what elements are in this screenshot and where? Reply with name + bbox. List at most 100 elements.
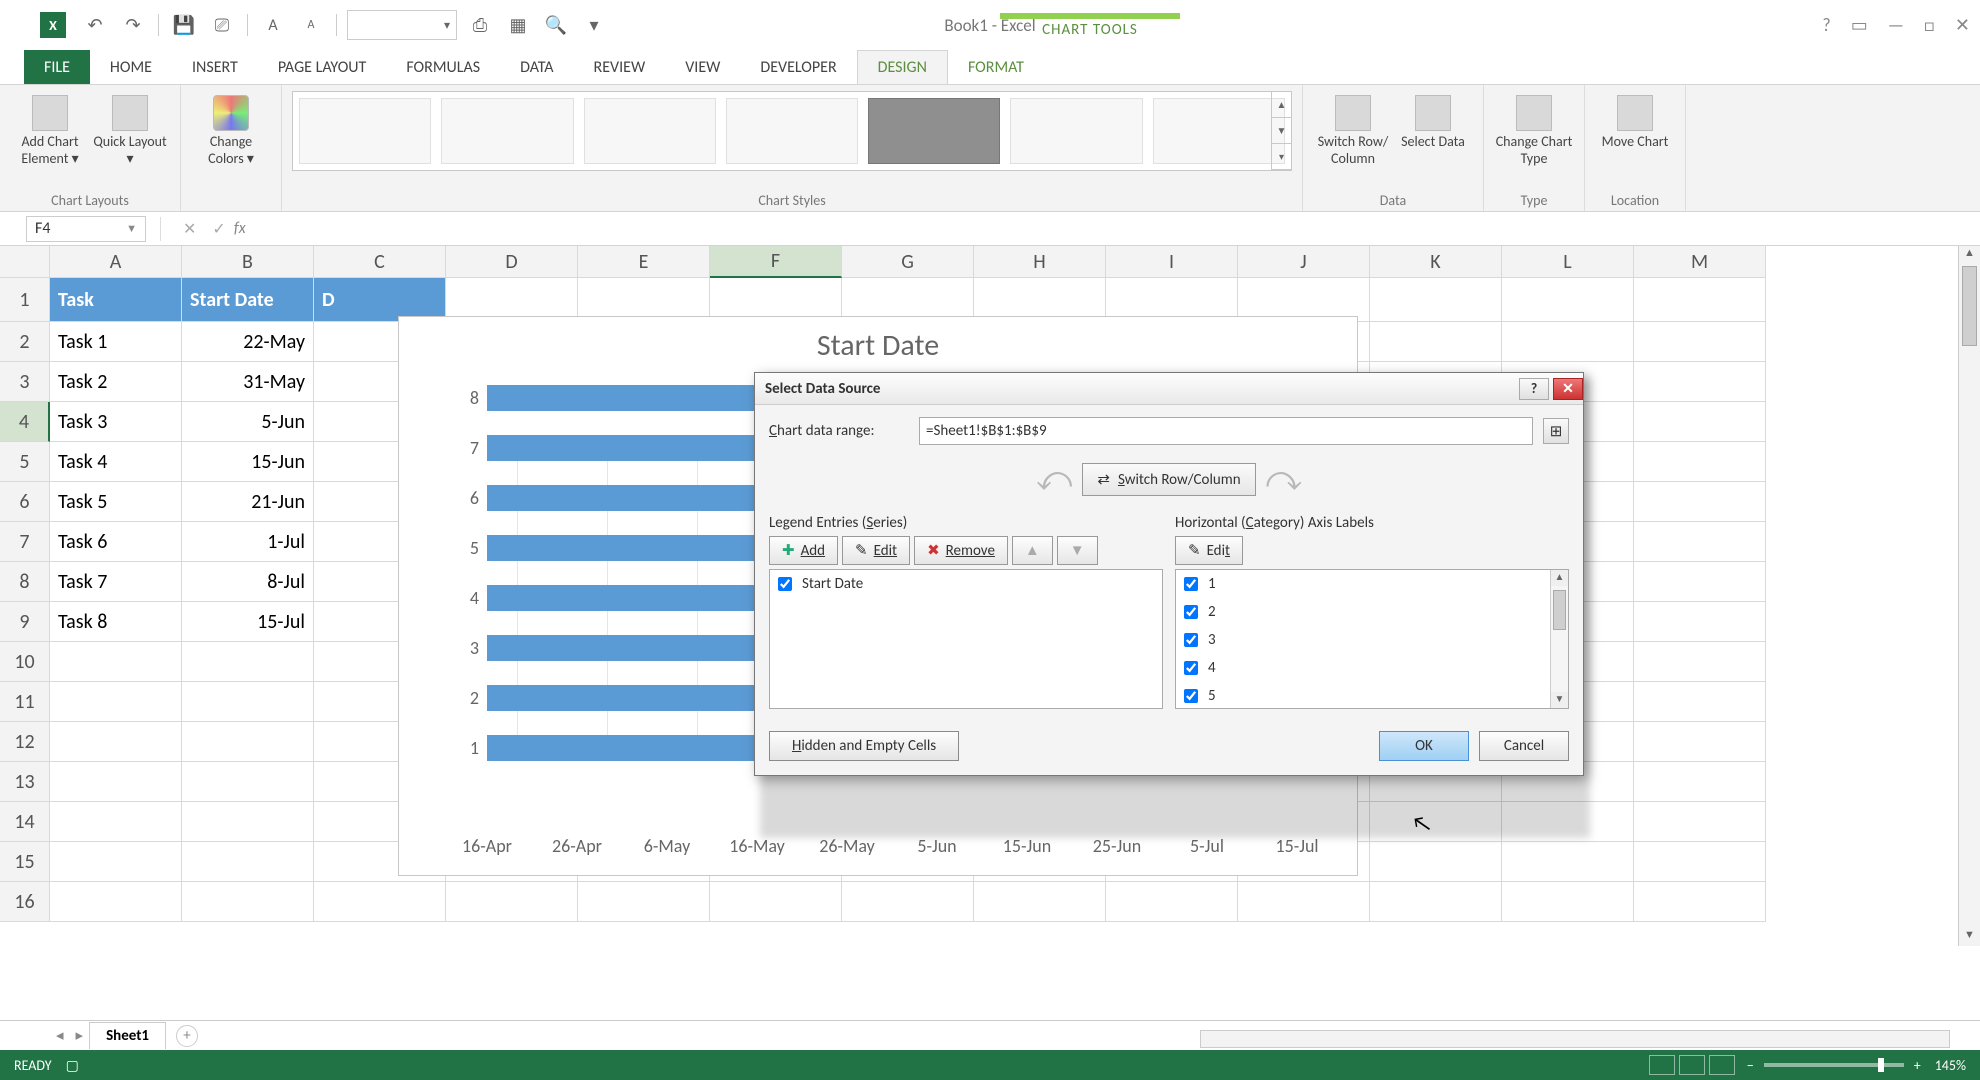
category-item[interactable]: 2 [1176, 598, 1568, 626]
horizontal-scrollbar[interactable] [1200, 1030, 1950, 1048]
row-header[interactable]: 10 [0, 642, 50, 682]
column-header[interactable]: L [1502, 246, 1634, 278]
cell[interactable]: 22-May [182, 322, 314, 362]
cancel-formula-icon[interactable]: ✕ [183, 219, 196, 239]
cell[interactable] [1634, 762, 1766, 802]
accept-formula-icon[interactable]: ✓ [212, 219, 225, 239]
qat-icon[interactable]: ⎙ [465, 10, 495, 40]
switch-row-column-button[interactable]: Switch Row/ Column [1313, 91, 1393, 167]
column-header[interactable]: A [50, 246, 182, 278]
row-header[interactable]: 8 [0, 562, 50, 602]
cell[interactable] [182, 642, 314, 682]
style-thumb[interactable] [441, 98, 573, 164]
help-button[interactable]: ? [1822, 14, 1830, 36]
save-button[interactable]: 💾 [169, 10, 199, 40]
cell[interactable]: Task 3 [50, 402, 182, 442]
cell[interactable] [1634, 642, 1766, 682]
cell[interactable] [182, 802, 314, 842]
cell[interactable]: Start Date [182, 278, 314, 322]
row-header[interactable]: 15 [0, 842, 50, 882]
cell[interactable] [50, 802, 182, 842]
move-up-button[interactable]: ▲ [1012, 536, 1053, 565]
dialog-titlebar[interactable]: Select Data Source ? ✕ [755, 373, 1583, 405]
tab-design[interactable]: DESIGN [857, 50, 948, 84]
cell[interactable]: 1-Jul [182, 522, 314, 562]
select-all-corner[interactable] [0, 246, 50, 278]
cell[interactable]: 8-Jul [182, 562, 314, 602]
vertical-scrollbar[interactable]: ▲▼ [1958, 246, 1980, 946]
category-checkbox[interactable] [1184, 661, 1198, 675]
qat-icon[interactable]: ▦ [503, 10, 533, 40]
cell[interactable] [1634, 882, 1766, 922]
column-header[interactable]: B [182, 246, 314, 278]
cell[interactable] [1634, 602, 1766, 642]
cell[interactable] [1370, 322, 1502, 362]
category-item[interactable]: 4 [1176, 654, 1568, 682]
sheet-tab[interactable]: Sheet1 [89, 1022, 166, 1049]
tab-nav-next[interactable]: ▸ [76, 1026, 84, 1045]
tab-developer[interactable]: DEVELOPER [740, 50, 856, 84]
tab-data[interactable]: DATA [500, 50, 573, 84]
cell[interactable] [1502, 322, 1634, 362]
ok-button[interactable]: OK [1379, 731, 1469, 761]
cell[interactable] [182, 842, 314, 882]
cell[interactable] [1634, 722, 1766, 762]
tab-view[interactable]: VIEW [665, 50, 740, 84]
move-down-button[interactable]: ▼ [1057, 536, 1098, 565]
ribbon-display-button[interactable]: ▭ [1851, 14, 1868, 36]
macro-record-icon[interactable]: ▢ [66, 1057, 79, 1074]
row-header[interactable]: 14 [0, 802, 50, 842]
listbox-scrollbar[interactable]: ▲▼ [1550, 570, 1568, 708]
cell[interactable] [50, 882, 182, 922]
cell[interactable] [314, 882, 446, 922]
style-thumb[interactable] [584, 98, 716, 164]
cell[interactable] [182, 722, 314, 762]
edit-series-button[interactable]: ✎Edit [842, 536, 910, 565]
cell[interactable] [1370, 882, 1502, 922]
cell[interactable]: Task 4 [50, 442, 182, 482]
cell[interactable]: Task 8 [50, 602, 182, 642]
category-checkbox[interactable] [1184, 577, 1198, 591]
row-header[interactable]: 11 [0, 682, 50, 722]
tab-formulas[interactable]: FORMULAS [386, 50, 500, 84]
cell[interactable]: Task 2 [50, 362, 182, 402]
row-header[interactable]: 4 [0, 402, 50, 442]
cell[interactable]: 15-Jun [182, 442, 314, 482]
category-item[interactable]: 5 [1176, 682, 1568, 709]
tab-file[interactable]: FILE [24, 50, 90, 84]
redo-button[interactable]: ↷ [118, 10, 148, 40]
row-header[interactable]: 16 [0, 882, 50, 922]
cell[interactable]: Task 6 [50, 522, 182, 562]
gallery-scroll[interactable]: ▲▼▾ [1271, 92, 1291, 170]
cell[interactable] [182, 762, 314, 802]
tab-home[interactable]: HOME [90, 50, 172, 84]
tab-page-layout[interactable]: PAGE LAYOUT [258, 50, 387, 84]
column-header[interactable]: K [1370, 246, 1502, 278]
move-chart-button[interactable]: Move Chart [1595, 91, 1675, 150]
column-header[interactable]: H [974, 246, 1106, 278]
column-header[interactable]: G [842, 246, 974, 278]
cell[interactable]: Task [50, 278, 182, 322]
style-thumb[interactable] [299, 98, 431, 164]
range-selector-button[interactable]: ⊞ [1543, 418, 1569, 444]
cell[interactable]: Task 7 [50, 562, 182, 602]
style-thumb[interactable] [1153, 98, 1285, 164]
formula-input[interactable] [256, 217, 1980, 241]
cell[interactable] [1634, 562, 1766, 602]
cell[interactable] [182, 882, 314, 922]
cell[interactable] [578, 882, 710, 922]
quick-layout-button[interactable]: Quick Layout ▾ [90, 91, 170, 167]
cell[interactable] [842, 882, 974, 922]
change-chart-type-button[interactable]: Change Chart Type [1494, 91, 1574, 167]
row-header[interactable]: 5 [0, 442, 50, 482]
category-checkbox[interactable] [1184, 689, 1198, 703]
row-header[interactable]: 7 [0, 522, 50, 562]
column-header[interactable]: C [314, 246, 446, 278]
add-chart-element-button[interactable]: Add Chart Element ▾ [10, 91, 90, 167]
row-header[interactable]: 2 [0, 322, 50, 362]
tab-nav-prev[interactable]: ◂ [56, 1026, 64, 1045]
qat-dropdown[interactable]: ▾ [347, 10, 457, 40]
cell[interactable] [1634, 682, 1766, 722]
cancel-button[interactable]: Cancel [1479, 731, 1569, 761]
cell[interactable] [1634, 278, 1766, 322]
